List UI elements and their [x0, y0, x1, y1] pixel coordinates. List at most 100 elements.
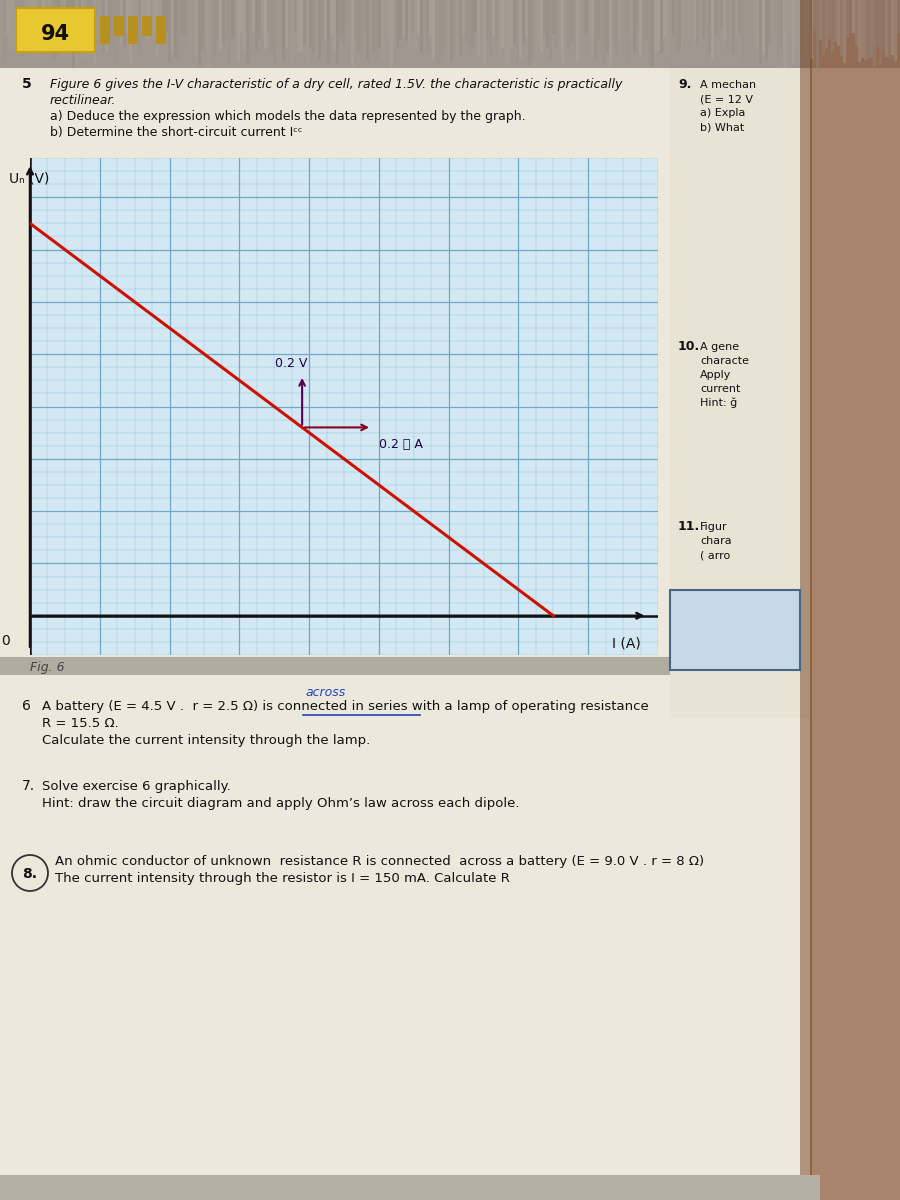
Bar — [591, 0, 594, 54]
Bar — [699, 0, 702, 44]
Text: 6: 6 — [22, 698, 31, 713]
Text: Fig. 6: Fig. 6 — [30, 661, 65, 674]
Text: An ohmic conductor of unknown  resistance R is connected  across a battery (E = : An ohmic conductor of unknown resistance… — [55, 854, 704, 868]
Bar — [207, 0, 210, 68]
Bar — [261, 0, 264, 31]
Text: 8.: 8. — [22, 866, 38, 881]
Bar — [393, 0, 396, 50]
Bar — [723, 0, 726, 41]
Bar — [204, 0, 207, 35]
Bar — [363, 0, 366, 32]
Bar — [0, 658, 670, 674]
Bar — [3, 0, 6, 67]
Bar — [336, 0, 339, 64]
Bar — [309, 0, 312, 49]
Bar — [735, 0, 738, 38]
Bar — [870, 0, 873, 58]
Bar — [774, 0, 777, 30]
Bar — [882, 0, 885, 50]
Bar — [729, 0, 732, 48]
Bar — [528, 0, 531, 66]
Bar — [267, 0, 270, 31]
Bar — [45, 0, 48, 56]
Bar — [702, 0, 705, 38]
Bar — [684, 0, 687, 68]
Bar — [525, 0, 528, 37]
Bar — [144, 0, 147, 32]
Bar — [759, 0, 762, 64]
Bar — [321, 0, 324, 55]
Bar — [534, 0, 537, 65]
Text: across: across — [305, 686, 346, 698]
Bar — [771, 0, 774, 38]
Bar — [843, 0, 846, 62]
Text: R = 15.5 Ω.: R = 15.5 Ω. — [42, 716, 119, 730]
Text: a) Expla: a) Expla — [700, 108, 745, 118]
Bar — [726, 0, 729, 52]
Bar — [588, 0, 591, 48]
Bar — [858, 0, 861, 62]
Bar — [630, 0, 633, 38]
Bar — [414, 0, 417, 52]
Bar — [696, 0, 699, 44]
Bar — [147, 0, 150, 38]
Text: 94: 94 — [40, 24, 69, 44]
Bar — [705, 0, 708, 30]
Bar — [258, 0, 261, 38]
Bar — [670, 68, 810, 718]
Bar — [441, 0, 444, 55]
Bar — [33, 0, 36, 40]
Bar — [855, 0, 858, 46]
Bar — [405, 0, 408, 41]
Bar — [540, 0, 543, 53]
Bar — [384, 0, 387, 32]
Bar — [564, 0, 567, 42]
Bar — [732, 0, 735, 54]
Bar — [117, 0, 120, 41]
Bar — [291, 0, 294, 62]
Bar — [690, 0, 693, 59]
Bar — [360, 0, 363, 49]
Bar — [276, 0, 279, 34]
Bar — [312, 0, 315, 54]
Bar — [69, 0, 72, 36]
Bar — [477, 0, 480, 56]
Bar — [345, 0, 348, 30]
Bar — [351, 0, 354, 66]
Bar — [822, 0, 825, 55]
Bar — [195, 0, 198, 55]
Bar — [654, 0, 657, 54]
Bar — [825, 0, 828, 48]
Bar — [516, 0, 519, 64]
Bar — [492, 0, 495, 36]
Bar — [609, 0, 612, 66]
Bar — [750, 0, 753, 56]
Bar — [168, 0, 171, 62]
Bar — [741, 0, 744, 62]
Bar — [54, 0, 57, 58]
Bar — [810, 0, 900, 1200]
Bar — [100, 16, 110, 44]
Bar — [249, 0, 252, 67]
Bar — [63, 0, 66, 58]
Bar — [888, 0, 891, 56]
Bar — [153, 0, 156, 34]
Text: characte: characte — [700, 356, 749, 366]
Bar — [897, 0, 900, 32]
Bar — [693, 0, 696, 44]
Bar — [429, 0, 432, 37]
Bar — [387, 0, 390, 43]
Bar — [105, 0, 108, 52]
Bar — [156, 0, 159, 56]
Bar — [423, 0, 426, 40]
Bar — [768, 0, 771, 46]
Bar — [114, 0, 117, 66]
Bar — [42, 0, 45, 37]
Bar — [426, 0, 429, 50]
Bar — [579, 0, 582, 55]
Bar — [138, 0, 141, 54]
Bar — [786, 0, 789, 32]
Bar — [582, 0, 585, 37]
Bar — [252, 0, 255, 31]
Text: Apply: Apply — [700, 370, 732, 380]
